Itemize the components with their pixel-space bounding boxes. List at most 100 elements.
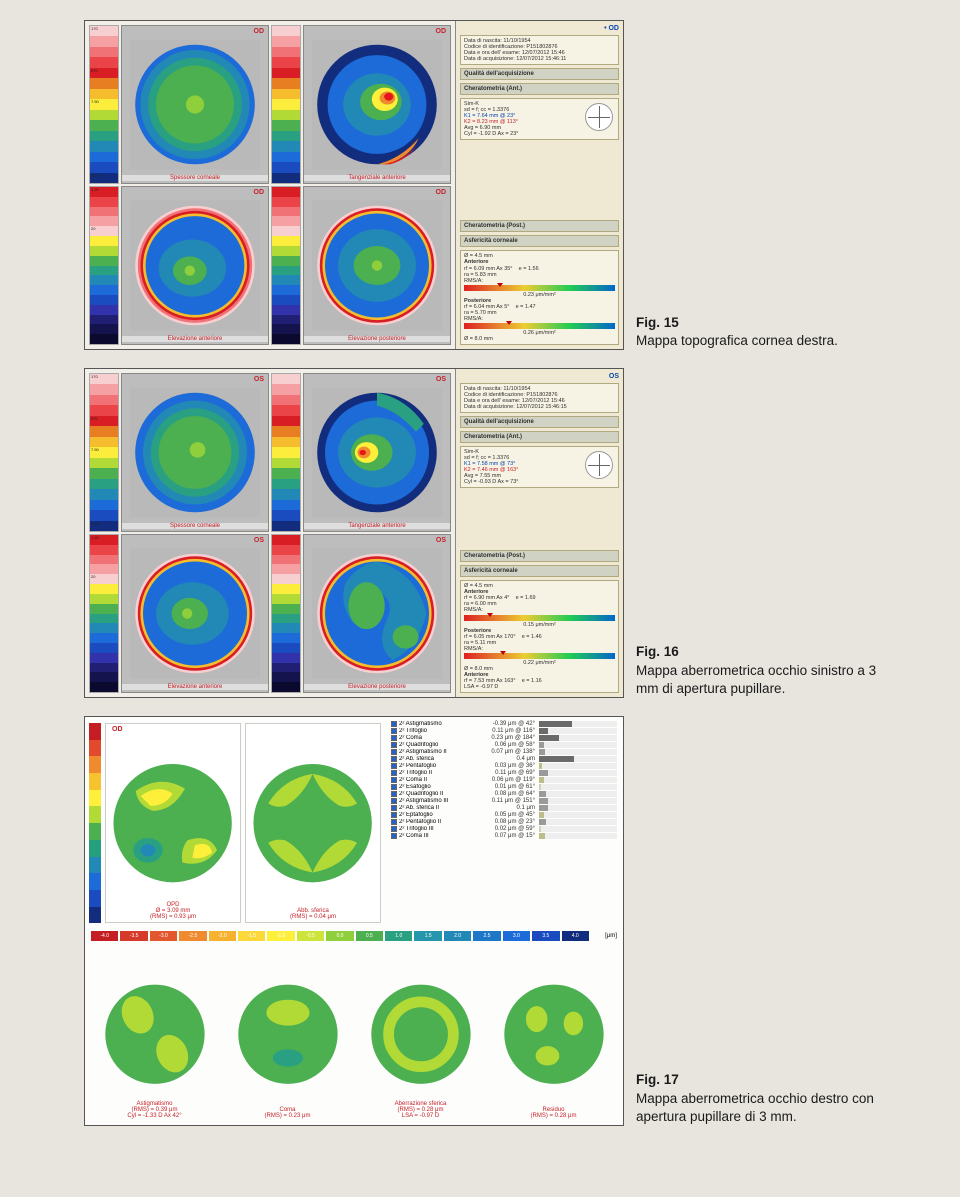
legend-seg: [272, 555, 300, 565]
map-subtitle: Elevazione posteriore: [304, 336, 450, 342]
bottom-aberr-cell: Coma(RMS) = 0.23 μm: [224, 949, 351, 1119]
legend-seg: [90, 653, 118, 663]
zernike-row: 2² Quadrifoglio0.06 μm @ 58°: [391, 742, 617, 748]
zernike-checkbox[interactable]: [391, 721, 397, 727]
fig16-scale-top-right: [271, 373, 301, 532]
midscale-seg: 4.0: [562, 931, 589, 941]
zernike-checkbox[interactable]: [391, 763, 397, 769]
zernike-checkbox[interactable]: [391, 784, 397, 790]
zernike-checkbox[interactable]: [391, 826, 397, 832]
legend-seg: 20: [90, 226, 118, 236]
zernike-label: 2² Trifoglio: [399, 728, 477, 734]
legend-seg: [272, 266, 300, 276]
zernike-checkbox[interactable]: [391, 742, 397, 748]
ant-foot-l2: LSA = -0.97 D: [464, 684, 615, 690]
zernike-label: 2² Trifoglio III: [399, 826, 477, 832]
disc-wrap: [130, 382, 260, 523]
zernike-bar: [539, 791, 617, 797]
legend-seg: [90, 285, 118, 295]
zernike-checkbox[interactable]: [391, 770, 397, 776]
legend-seg: [272, 489, 300, 499]
zernike-checkbox[interactable]: [391, 735, 397, 741]
zernike-checkbox[interactable]: [391, 833, 397, 839]
legend-seg: [272, 315, 300, 325]
fig16-box: 1706707.508.40 OS Spessore cornea: [84, 368, 624, 698]
zernike-bar: [539, 770, 617, 776]
vscale-seg: [89, 790, 101, 807]
legend-seg: [272, 564, 300, 574]
zernike-value: -0.39 μm @ 42°: [479, 721, 535, 727]
zernike-row: 2² Astigmatismo-0.39 μm @ 42°: [391, 721, 617, 727]
fig17-sph-map: Abb. sferica (RMS) = 0.04 μm: [245, 723, 381, 923]
disc-tangential-os: [312, 382, 442, 523]
legend-seg: [90, 500, 118, 510]
zernike-checkbox[interactable]: [391, 812, 397, 818]
zernike-label: 2² Pentafoglio: [399, 763, 477, 769]
zernike-row: 2² Astigmatismo II0.07 μm @ 138°: [391, 749, 617, 755]
fig17-opd-map: OD OPD Ø = 3.09 mm: [105, 723, 241, 923]
legend-seg: [272, 89, 300, 99]
zernike-label: 2² Coma II: [399, 777, 477, 783]
zernike-checkbox[interactable]: [391, 749, 397, 755]
fig-num: Fig. 15: [636, 314, 838, 332]
legend-seg: [272, 479, 300, 489]
axis-diagram-icon: [585, 103, 613, 131]
fig16-map-elev-post: OS Elevazione posterio: [303, 534, 451, 693]
fig17-row: OD OPD Ø = 3.09 mm: [24, 716, 936, 1126]
vscale-seg: [89, 806, 101, 823]
sph-disc: [251, 732, 374, 914]
panel-eye-hdr: • OD: [460, 25, 619, 32]
midscale-seg: -4.0: [91, 931, 118, 941]
legend-seg: [272, 545, 300, 555]
fig16-map-elev-ant: OS Elevazione anterior: [121, 534, 269, 693]
panel-eye-hdr: OS: [460, 373, 619, 380]
zernike-row: 2² Coma0.23 μm @ 184°: [391, 735, 617, 741]
aberr-disc: [500, 968, 608, 1100]
legend-seg: [90, 614, 118, 624]
legend-seg: [90, 324, 118, 334]
opd-sub: OPD Ø = 3.09 mm (RMS) = 0.93 μm: [106, 902, 240, 920]
zernike-label: 2² Coma: [399, 735, 477, 741]
map-subtitle: Tangenziale anteriore: [304, 175, 450, 181]
zernike-checkbox[interactable]: [391, 798, 397, 804]
legend-seg: [272, 173, 300, 183]
zernike-checkbox[interactable]: [391, 791, 397, 797]
fig16-scale-top-left: 1706707.508.40: [89, 373, 119, 532]
midscale-seg: -3.5: [120, 931, 147, 941]
midscale-seg: 2.0: [444, 931, 471, 941]
meta-line: Data di acquisizione: 12/07/2012 15:46:1…: [464, 404, 615, 410]
zernike-label: 2² Quadrifoglio II: [399, 791, 477, 797]
zernike-bar: [539, 826, 617, 832]
post-bar: [464, 653, 615, 659]
legend-seg: [90, 604, 118, 614]
legend-seg: [272, 324, 300, 334]
zernike-checkbox[interactable]: [391, 805, 397, 811]
fig-num: Fig. 17: [636, 1071, 896, 1089]
zernike-checkbox[interactable]: [391, 728, 397, 734]
bottom-sub: Coma(RMS) = 0.23 μm: [224, 1107, 351, 1119]
legend-seg: [272, 99, 300, 109]
legend-seg: [90, 395, 118, 405]
simk-block: Sim-K sd = f; cc = 1.3376 K1 = 7.64 mm @…: [460, 98, 619, 140]
legend-seg: [90, 405, 118, 415]
midscale-seg: 1.5: [414, 931, 441, 941]
zernike-checkbox[interactable]: [391, 756, 397, 762]
legend-seg: [272, 395, 300, 405]
zernike-bar: [539, 749, 617, 755]
disc-elev-post: [312, 195, 442, 336]
zernike-checkbox[interactable]: [391, 819, 397, 825]
legend-seg: 170: [90, 374, 118, 384]
legend-seg: [90, 672, 118, 682]
bottom-sub: Astigmatismo(RMS) = 0.39 μmCyl = -1.33 D…: [91, 1101, 218, 1119]
fig15-scale-bot-right: [271, 186, 301, 345]
map-subtitle: Elevazione anteriore: [122, 684, 268, 690]
fig17-midscale: -4.0-3.5-3.0-2.5-2.0-1.5-1.0-0.50.00.51.…: [85, 929, 623, 943]
legend-seg: [90, 162, 118, 172]
midscale-seg: 2.5: [473, 931, 500, 941]
vscale-seg: [89, 857, 101, 874]
legend-seg: [272, 226, 300, 236]
fig16-map-thickness: OS Spessore corneale: [121, 373, 269, 532]
zernike-checkbox[interactable]: [391, 777, 397, 783]
meta-line: Data di acquisizione: 12/07/2012 15:46:1…: [464, 56, 615, 62]
disc-elev-ant: [130, 195, 260, 336]
